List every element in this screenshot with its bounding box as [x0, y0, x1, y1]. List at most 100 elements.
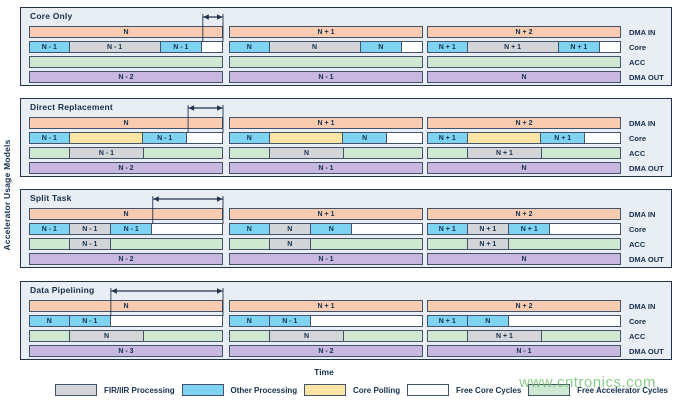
bar-acc-group3: N + 1	[427, 147, 621, 159]
segment-in: N + 1	[230, 118, 422, 128]
segment-fa	[144, 331, 222, 341]
bar-dma-out-group3: N	[427, 162, 621, 174]
bar-dma-in-group1: N	[29, 208, 223, 220]
segment-fa	[344, 148, 422, 158]
row-label-core: Core	[629, 225, 647, 234]
segment-fir: N + 1	[467, 42, 559, 52]
legend-item-fa: Free Accelerator Cycles	[528, 384, 668, 396]
row-label-acc: ACC	[629, 240, 646, 249]
x-axis-label: Time	[314, 367, 334, 377]
segment-fa	[111, 239, 222, 249]
bar-acc-group2	[229, 56, 423, 68]
segment-oth: N	[311, 224, 353, 234]
segment-fc	[311, 316, 422, 326]
segment-fa	[230, 331, 270, 341]
segment-fc	[550, 224, 620, 234]
segment-fa	[144, 148, 222, 158]
segment-in: N + 2	[428, 118, 620, 128]
row-label-dma-out: DMA OUT	[629, 73, 664, 82]
bar-acc-group2: N	[229, 330, 423, 342]
segment-fa	[311, 239, 422, 249]
row-label-dma-out: DMA OUT	[629, 255, 664, 264]
segment-fa	[344, 331, 422, 341]
legend-label-fc: Free Core Cycles	[455, 385, 522, 395]
segment-oth: N	[230, 224, 270, 234]
bar-dma-out-group2: N - 2	[229, 345, 423, 357]
segment-oth: N - 1	[30, 133, 70, 143]
segment-oth: N	[230, 316, 270, 326]
legend-swatch-poll	[304, 384, 346, 396]
row-label-acc: ACC	[629, 332, 646, 341]
segment-fa	[30, 57, 222, 67]
segment-oth: N	[30, 316, 70, 326]
watermark: www.cntronics.com	[519, 374, 656, 391]
bar-core-group1: N - 1 N - 1	[29, 132, 223, 144]
segment-fir: N + 1	[467, 239, 510, 249]
panel-direct-replacement: Direct Replacement N N - 1 N - 1 N - 1 N - 2 N…	[20, 98, 672, 177]
legend: FIR/IIR Processing Other Processing Core P…	[55, 383, 668, 397]
segment-oth: N	[342, 133, 388, 143]
bar-acc-group1: N - 1	[29, 238, 223, 250]
row-label-dma-in: DMA IN	[629, 119, 656, 128]
legend-swatch-fir	[55, 384, 97, 396]
segment-fc	[187, 133, 222, 143]
segment-out: N - 1	[230, 254, 422, 264]
segment-fa	[230, 148, 270, 158]
bar-dma-in-group3: N + 2	[427, 300, 621, 312]
bar-dma-out-group2: N - 1	[229, 162, 423, 174]
segment-in: N + 1	[230, 209, 422, 219]
bar-dma-in-group3: N + 2	[427, 117, 621, 129]
segment-fa	[30, 331, 70, 341]
segment-poll	[69, 133, 143, 143]
legend-item-poll: Core Polling	[304, 384, 400, 396]
bar-dma-out-group3: N	[427, 71, 621, 83]
segment-in: N + 1	[230, 27, 422, 37]
segment-poll	[269, 133, 343, 143]
bar-dma-out-group2: N - 1	[229, 253, 423, 265]
bar-dma-in-group1: N	[29, 300, 223, 312]
segment-oth: N	[230, 133, 270, 143]
segment-fir: N - 1	[69, 42, 161, 52]
legend-item-fc: Free Core Cycles	[406, 384, 522, 396]
bar-acc-group3: N + 1	[427, 238, 621, 250]
row-label-core: Core	[629, 134, 647, 143]
segment-oth: N + 1	[428, 316, 468, 326]
bar-dma-in-group2: N + 1	[229, 26, 423, 38]
segment-fa	[428, 148, 468, 158]
segment-out: N - 1	[428, 346, 620, 356]
row-label-dma-out: DMA OUT	[629, 347, 664, 356]
segment-fc	[387, 133, 422, 143]
segment-oth: N - 1	[269, 316, 312, 326]
bar-acc-group1	[29, 56, 223, 68]
segment-in: N + 2	[428, 209, 620, 219]
bar-dma-out-group1: N - 2	[29, 162, 223, 174]
segment-fir: N + 1	[467, 331, 543, 341]
segment-fir: N	[269, 331, 345, 341]
segment-out: N - 2	[30, 72, 222, 82]
segment-fa	[230, 57, 422, 67]
segment-oth: N + 1	[428, 133, 468, 143]
row-label-dma-in: DMA IN	[629, 302, 656, 311]
bar-dma-out-group1: N - 3	[29, 345, 223, 357]
row-label-core: Core	[629, 317, 647, 326]
segment-oth: N + 1	[509, 224, 551, 234]
segment-in: N + 2	[428, 27, 620, 37]
panel-title-core-only: Core Only	[30, 11, 73, 21]
segment-fa	[428, 331, 468, 341]
segment-fa	[542, 148, 620, 158]
segment-out: N	[428, 254, 620, 264]
bar-acc-group3: N + 1	[427, 330, 621, 342]
legend-item-fir: FIR/IIR Processing	[55, 384, 175, 396]
segment-fc	[202, 42, 222, 52]
legend-swatch-fc	[406, 384, 449, 396]
bar-dma-out-group1: N - 2	[29, 71, 223, 83]
